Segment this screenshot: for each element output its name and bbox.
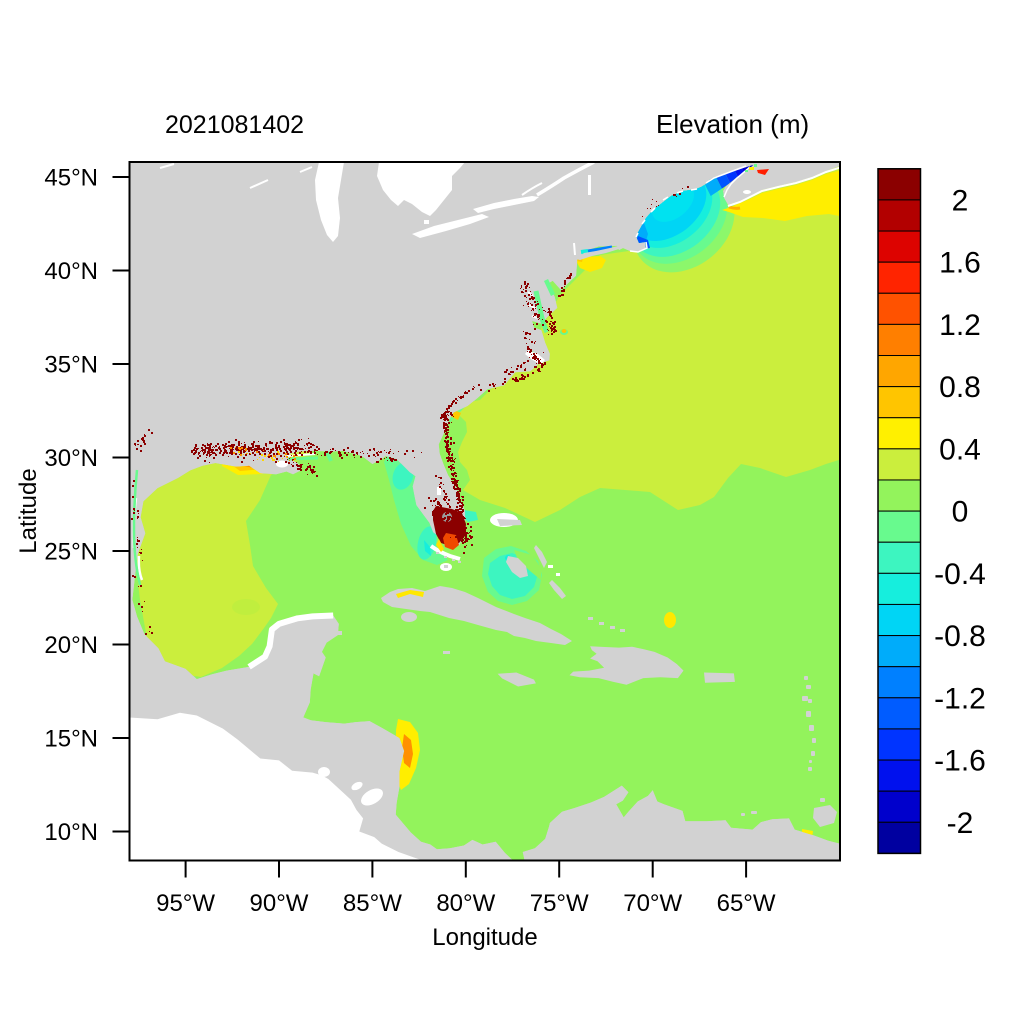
svg-text:75°W: 75°W: [530, 890, 589, 917]
svg-text:80°W: 80°W: [436, 890, 495, 917]
svg-text:Longitude: Longitude: [432, 924, 537, 951]
svg-text:25°N: 25°N: [44, 539, 98, 566]
svg-text:10°N: 10°N: [44, 819, 98, 846]
svg-text:90°W: 90°W: [250, 890, 309, 917]
svg-text:70°W: 70°W: [623, 890, 682, 917]
svg-text:-0.8: -0.8: [934, 620, 986, 653]
svg-text:0.4: 0.4: [939, 433, 981, 466]
svg-text:35°N: 35°N: [44, 352, 98, 379]
svg-text:20°N: 20°N: [44, 632, 98, 659]
svg-text:85°W: 85°W: [343, 890, 402, 917]
svg-text:-1.2: -1.2: [934, 682, 986, 715]
svg-text:1.6: 1.6: [939, 247, 981, 280]
svg-text:65°W: 65°W: [717, 890, 776, 917]
svg-text:Elevation (m): Elevation (m): [656, 109, 809, 139]
svg-text:2: 2: [952, 184, 969, 217]
svg-text:Latitude: Latitude: [15, 468, 42, 553]
svg-text:0.8: 0.8: [939, 371, 981, 404]
svg-text:1.2: 1.2: [939, 309, 981, 342]
svg-text:95°W: 95°W: [156, 890, 215, 917]
svg-text:-2: -2: [947, 807, 974, 840]
svg-text:2021081402: 2021081402: [165, 111, 304, 139]
svg-text:-0.4: -0.4: [934, 558, 986, 591]
svg-text:45°N: 45°N: [44, 165, 98, 192]
svg-text:15°N: 15°N: [44, 726, 98, 753]
svg-text:40°N: 40°N: [44, 258, 98, 285]
svg-text:30°N: 30°N: [44, 445, 98, 472]
svg-text:-1.6: -1.6: [934, 745, 986, 778]
svg-text:0: 0: [952, 496, 969, 529]
